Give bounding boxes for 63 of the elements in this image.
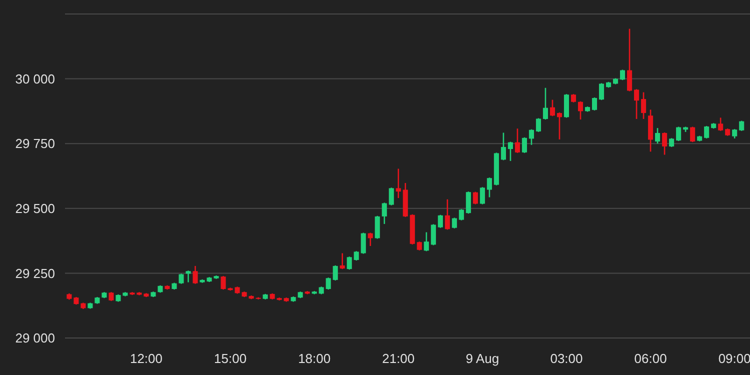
candlestick: [480, 186, 485, 205]
candlestick: [627, 28, 632, 92]
x-tick-label: 09:00: [718, 351, 750, 366]
candlestick: [718, 117, 724, 132]
candlestick: [388, 187, 394, 206]
candlestick: [536, 118, 541, 133]
candlestick: [528, 128, 534, 146]
candlestick: [326, 276, 331, 290]
candlestick: [452, 217, 457, 230]
candlestick: [186, 270, 191, 283]
candlestick: [662, 132, 668, 156]
candlestick: [360, 232, 366, 254]
x-tick-label: 9 Aug: [466, 351, 500, 366]
candlestick: [424, 232, 429, 252]
candlestick: [486, 176, 492, 198]
candlestick: [466, 190, 471, 214]
candlestick: [550, 99, 556, 117]
x-tick-label: 15:00: [214, 351, 247, 366]
candlestick: [578, 100, 584, 120]
candlestick: [192, 265, 198, 284]
y-tick-label: 29 000: [15, 330, 55, 346]
y-tick-label: 29 250: [15, 266, 55, 281]
candlestick: [220, 275, 226, 290]
candlestick: [500, 132, 506, 161]
candlestick: [739, 120, 744, 132]
candlestick: [522, 136, 527, 154]
x-tick-label: 21:00: [382, 351, 415, 366]
candlestick: [641, 92, 646, 120]
x-tick-label: 03:00: [550, 351, 583, 366]
candlestick: [634, 88, 640, 120]
candlestick: [732, 128, 738, 140]
x-tick-label: 12:00: [130, 351, 163, 366]
y-tick-label: 29 500: [15, 200, 55, 216]
candlestick: [690, 126, 696, 143]
candlestick: [396, 168, 401, 199]
candlestick: [354, 250, 359, 262]
candlestick: [340, 252, 345, 270]
candlestick: [655, 127, 660, 144]
candlestick: [704, 125, 710, 140]
y-tick-label: 29 750: [15, 136, 55, 152]
candlestick: [542, 87, 548, 120]
candlestick: [178, 273, 184, 284]
candlestick: [430, 224, 436, 246]
y-tick-label: 30 000: [15, 71, 55, 86]
x-tick-label: 06:00: [634, 351, 667, 366]
candlestick: [368, 232, 373, 247]
candlestick: [458, 208, 464, 221]
candlestick: [620, 69, 626, 81]
candlestick: [438, 214, 443, 228]
candlestick: [598, 82, 604, 101]
candlestick: [508, 141, 513, 162]
candlestick: [346, 256, 352, 270]
candlestick: [332, 264, 338, 282]
candlestick: [676, 126, 682, 142]
x-tick-label: 18:00: [298, 351, 331, 366]
candlestick: [564, 93, 570, 118]
candlestick: [556, 112, 562, 140]
candlestick: [444, 198, 450, 230]
candlestick: [514, 128, 520, 154]
candlestick: [472, 191, 478, 205]
candlestick: [382, 202, 387, 225]
candlestick: [374, 215, 380, 240]
candlestick: [592, 96, 598, 112]
